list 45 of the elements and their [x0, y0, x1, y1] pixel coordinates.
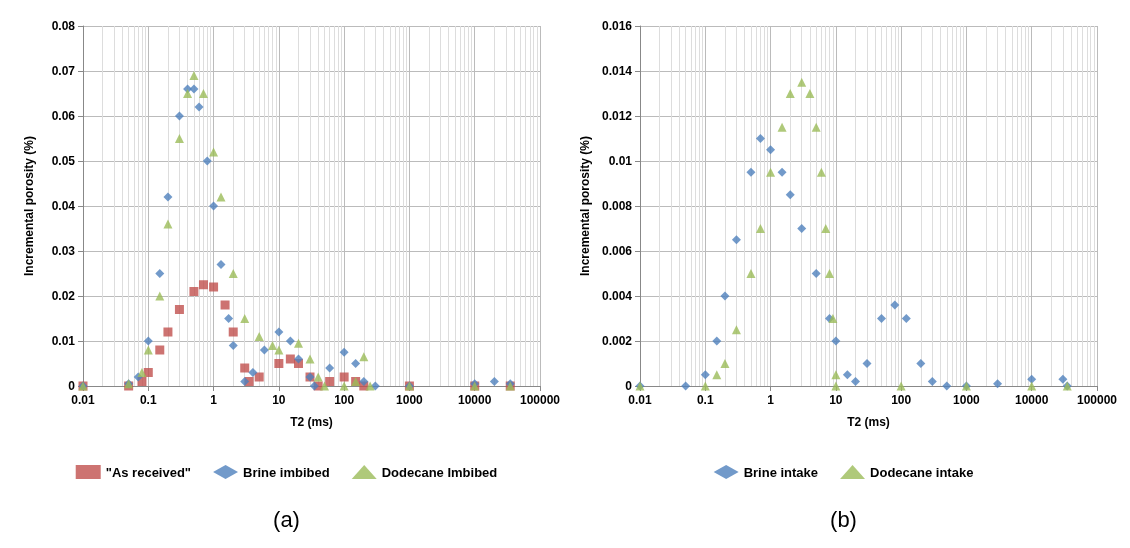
y-tick-label: 0.012 [601, 109, 633, 123]
y-tick-label: 0.08 [51, 19, 76, 33]
text: (a) [273, 506, 300, 532]
x-tick-label: 100000 [519, 393, 561, 407]
y-tick-label: 0.004 [601, 289, 633, 303]
y-tick-label: 0.014 [601, 64, 633, 78]
y-tick-label: 0.01 [51, 334, 76, 348]
x-axis-title: T2 (ms) [290, 415, 333, 429]
x-tick-label: 100000 [1076, 393, 1118, 407]
y-axis-title: Incremental porosity (%) [22, 135, 36, 277]
y-tick-label: 0 [68, 379, 76, 393]
y-tick-label: 0.03 [51, 244, 76, 258]
legend-label: Brine imbibed [243, 464, 330, 480]
legend-label: Dodecane Imbibed [381, 464, 498, 480]
x-tick-label: 1000 [396, 393, 424, 407]
x-tick-label: 100 [334, 393, 355, 407]
y-tick-label: 0.04 [51, 199, 76, 213]
x-tick-label: 0.01 [71, 393, 95, 407]
x-tick-label: 10 [272, 393, 286, 407]
x-tick-label: 1 [767, 393, 775, 407]
y-axis-title: Incremental porosity (%) [578, 135, 593, 277]
y-tick-label: 0.01 [608, 154, 633, 168]
y-tick-label: 0.006 [601, 244, 633, 258]
y-tick-label: 0.07 [51, 64, 76, 78]
y-tick-label: 0.06 [51, 109, 76, 123]
y-tick-label: 0.002 [601, 334, 633, 348]
x-tick-label: 10000 [458, 393, 492, 407]
x-tick-label: 100 [891, 393, 912, 407]
y-tick-label: 0.008 [601, 199, 633, 213]
legend-label: Dodecane intake [870, 464, 974, 480]
x-tick-label: 0.1 [696, 393, 714, 407]
x-tick-label: 0.1 [139, 393, 157, 407]
x-tick-label: 1 [210, 393, 218, 407]
x-axis-title: T2 (ms) [847, 415, 890, 429]
text: (b) [830, 506, 857, 532]
x-tick-label: 10000 [1015, 393, 1049, 407]
legend-label: "As received" [105, 464, 192, 480]
x-tick-label: 10 [829, 393, 843, 407]
legend-label: Brine intake [743, 464, 819, 480]
x-tick-label: 1000 [953, 393, 981, 407]
x-tick-label: 0.01 [628, 393, 652, 407]
y-tick-label: 0.016 [601, 19, 633, 33]
y-tick-label: 0 [625, 379, 633, 393]
y-tick-label: 0.05 [51, 154, 76, 168]
y-tick-label: 0.02 [51, 289, 76, 303]
